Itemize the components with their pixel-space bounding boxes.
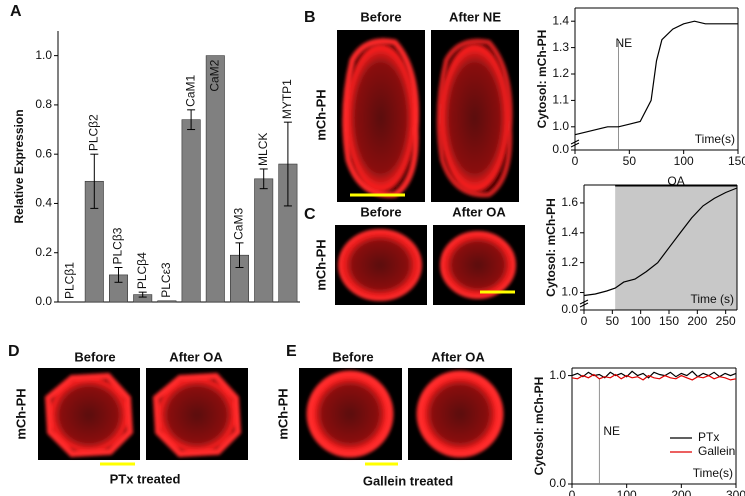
shade-label: OA [667,174,684,188]
y-axis-label: Relative Expression [12,109,26,223]
image-panel: Before After OA mCh-PH [313,204,525,305]
x-tick-label: 100 [631,314,651,328]
bar-label: PLCβ2 [86,114,100,151]
y-tick-label: 0.4 [35,196,52,210]
line [583,187,738,297]
x-axis-label: Time(s) [693,466,733,480]
y-tick-label: 1.0 [561,285,578,299]
y-tick-label: 1.2 [561,255,578,269]
y-tick-label: 0.8 [35,97,52,111]
side-label: mCh-PH [13,388,28,439]
line [574,20,738,136]
annotation: NE [603,424,620,438]
x-tick-label: 100 [617,488,637,496]
image-label: Before [360,204,401,219]
image-label: After NE [449,9,501,24]
bar-label: PLCε3 [159,262,173,298]
image-label: After OA [431,349,485,364]
image-panel: Before After OA mCh-PH PTx treated [13,349,248,486]
y-tick-label: 0.0 [561,302,578,316]
bar-label: CaM1 [183,75,197,107]
legend-label: Gallein [698,444,735,458]
panel-letter: E [286,343,297,360]
x-tick-label: 50 [606,314,620,328]
y-tick-label: 0.6 [35,146,52,160]
x-tick-label: 150 [659,314,679,328]
cell [306,370,394,458]
x-axis-label: Time(s) [695,132,735,146]
image-label: Before [332,349,373,364]
y-tick-label: 0.2 [35,245,52,259]
cell [342,38,420,198]
y-tick-label: 1.0 [549,368,566,382]
y-tick-label: 0.0 [35,294,52,308]
y-tick-label: 1.0 [35,48,52,62]
x-tick-label: 0 [569,488,576,496]
axis-break [579,302,589,308]
image-label: Before [360,9,401,24]
bar [157,300,177,303]
x-tick-label: 150 [728,154,745,168]
cell [416,370,504,458]
panel-letter: D [8,343,20,360]
bar-label: MLCK [256,133,270,166]
bar [254,178,274,303]
bar-label: CaM2 [207,59,221,91]
line [571,373,737,381]
bar [181,119,201,303]
cell [44,372,134,458]
cell [436,38,513,198]
bar [205,55,225,303]
caption: Gallein treated [363,473,453,488]
x-axis-label: Time (s) [690,292,734,306]
y-tick-label: 0.0 [552,142,569,156]
cell [440,231,516,299]
y-tick-label: 0.0 [549,476,566,490]
x-tick-label: 50 [623,154,637,168]
side-label: mCh-PH [313,239,328,290]
bar-label: PLCβ1 [62,262,76,299]
axis-break [579,299,589,305]
panel-letter: A [10,3,22,20]
y-tick-label: 1.2 [552,66,569,80]
shade [615,185,737,310]
y-axis-label: Cytosol: mCh-PH [535,30,549,129]
x-tick-label: 0 [572,154,579,168]
y-tick-label: 1.1 [552,93,569,107]
bar-label: PLCβ4 [135,252,149,289]
y-axis-label: Cytosol: mCh-PH [532,377,546,476]
axis-break [570,139,580,145]
image-label: After OA [169,349,223,364]
y-tick-label: 1.0 [552,119,569,133]
y-tick-label: 1.3 [552,40,569,54]
image-label: Before [74,349,115,364]
y-tick-label: 1.4 [561,225,578,239]
x-tick-label: 250 [716,314,736,328]
image-panel: Before After OA mCh-PH Gallein treated [275,349,512,488]
y-tick-label: 1.4 [552,13,569,27]
y-tick-label: 1.6 [561,195,578,209]
x-tick-label: 200 [687,314,707,328]
side-label: mCh-PH [313,89,328,140]
image-panel: Before After NE mCh-PH [313,9,519,202]
side-label: mCh-PH [275,388,290,439]
panel-letter: B [304,9,316,26]
cell [152,372,242,458]
x-tick-label: 300 [726,488,745,496]
cell [338,229,422,301]
bar-label: PLCβ3 [111,227,125,264]
panel-letter: C [304,206,316,223]
bar-label: CaM3 [232,208,246,240]
axis-break [570,142,580,148]
image-label: After OA [452,204,506,219]
annotation: NE [615,36,632,50]
y-axis-label: Cytosol: mCh-PH [544,198,558,297]
bar-label: MYTP1 [280,79,294,119]
x-tick-label: 0 [581,314,588,328]
x-tick-label: 200 [671,488,691,496]
caption: PTx treated [110,471,181,486]
x-tick-label: 100 [674,154,694,168]
legend-label: PTx [698,430,719,444]
